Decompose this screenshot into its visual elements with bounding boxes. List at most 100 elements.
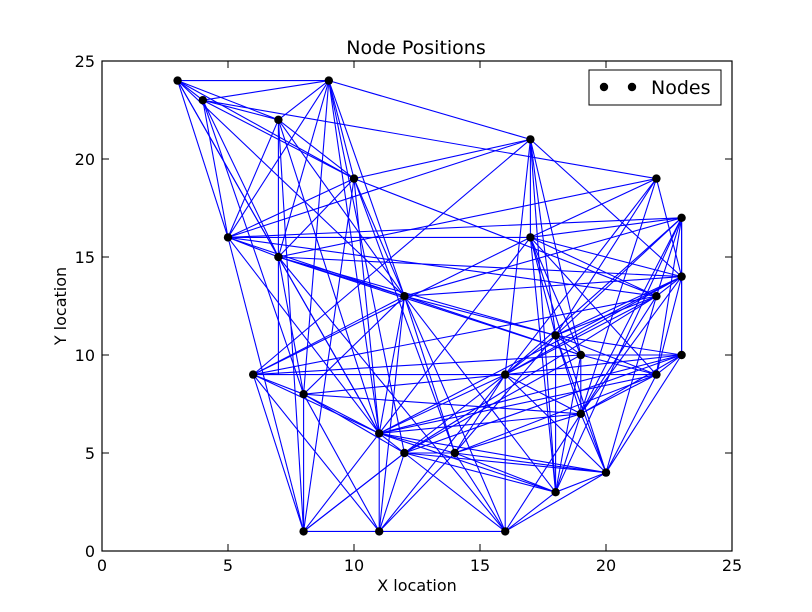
edge-line — [278, 178, 657, 258]
edge-line — [504, 413, 582, 532]
node-point — [551, 488, 560, 497]
edge-line — [253, 295, 657, 376]
node-point — [274, 252, 283, 262]
edge-line — [379, 413, 581, 434]
legend-marker-right — [627, 82, 637, 92]
edge-line — [253, 354, 581, 376]
x-axis: 0 5 10 15 20 25 — [97, 61, 742, 575]
edge-line — [277, 119, 380, 434]
edge-line — [656, 354, 682, 376]
edge-line — [529, 139, 557, 493]
edge-line — [656, 276, 682, 297]
x-tick-label: 10 — [344, 556, 364, 575]
edge-line — [227, 217, 682, 238]
node-point — [526, 233, 535, 242]
edge-line — [252, 374, 380, 532]
edge-line — [655, 178, 683, 277]
node-point — [677, 272, 686, 281]
edge-line — [555, 334, 582, 356]
node-point — [450, 448, 459, 458]
edge-line — [580, 276, 683, 415]
edge-line — [580, 354, 657, 376]
edge-line — [555, 472, 607, 493]
edge-line — [404, 295, 581, 356]
edge-line — [252, 374, 305, 532]
edge-line — [504, 217, 682, 376]
x-tick-label: 15 — [470, 556, 490, 575]
y-tick-label: 0 — [85, 542, 95, 561]
edge-line — [328, 80, 405, 454]
node-point — [274, 115, 283, 125]
edge-line — [504, 295, 657, 376]
edge-line — [504, 374, 607, 473]
edge-line — [227, 236, 657, 297]
y-axis-label: Y location — [51, 267, 70, 346]
edge-line — [303, 393, 380, 532]
node-point — [400, 292, 409, 301]
edge-line — [353, 138, 531, 180]
y-tick-label: 15 — [75, 248, 95, 267]
edge-line — [253, 374, 304, 395]
edges-layer — [177, 80, 683, 532]
edge-line — [303, 452, 405, 532]
edge-line — [227, 236, 405, 297]
node-point — [173, 76, 182, 85]
edge-line — [378, 296, 405, 434]
edge-line — [328, 80, 355, 179]
x-tick-label: 5 — [223, 556, 233, 575]
edge-line — [529, 237, 582, 356]
edge-line — [404, 452, 556, 493]
node-point — [526, 135, 535, 144]
edge-line — [202, 99, 657, 180]
edge-line — [404, 217, 682, 297]
edge-line — [227, 237, 305, 532]
edge-line — [252, 236, 531, 376]
edge-line — [504, 472, 607, 532]
edge-line — [277, 80, 330, 258]
edge-line — [504, 334, 556, 376]
edge-line — [227, 138, 531, 238]
edge-line — [379, 432, 607, 474]
edge-line — [303, 393, 581, 415]
edge-line — [530, 178, 657, 238]
plot-area-frame — [101, 60, 733, 552]
edge-line — [328, 80, 531, 140]
edge-line — [303, 393, 405, 454]
edge-line — [504, 491, 556, 532]
edge-line — [303, 374, 506, 395]
y-axis: 0 5 10 15 20 25 — [75, 52, 732, 561]
edge-line — [227, 178, 355, 238]
edge-line — [529, 237, 607, 473]
edge-line — [454, 374, 506, 454]
edge-line — [404, 354, 682, 454]
edge-line — [278, 80, 330, 121]
node-point — [677, 213, 686, 222]
edge-line — [530, 138, 682, 278]
legend: Nodes — [588, 69, 722, 106]
edge-line — [252, 138, 531, 376]
edge-line — [278, 256, 556, 336]
y-tick-label: 25 — [75, 52, 95, 71]
edge-line — [202, 99, 279, 258]
node-point — [501, 527, 510, 536]
edge-line — [277, 256, 380, 434]
edge-line — [454, 374, 657, 454]
node-point — [349, 174, 359, 183]
legend-box — [588, 69, 722, 106]
edge-line — [277, 119, 405, 297]
edge-line — [580, 374, 657, 415]
edge-line — [252, 374, 380, 434]
edge-line — [353, 178, 380, 434]
edge-line — [404, 276, 682, 297]
edge-line — [504, 139, 531, 375]
edge-line — [379, 374, 657, 434]
node-point — [299, 527, 308, 536]
edge-line — [177, 80, 229, 238]
edge-line — [505, 354, 682, 376]
node-point — [198, 96, 207, 105]
edge-line — [177, 80, 355, 180]
edge-line — [605, 354, 683, 473]
edge-line — [530, 236, 657, 297]
y-tick-label: 10 — [75, 346, 95, 365]
